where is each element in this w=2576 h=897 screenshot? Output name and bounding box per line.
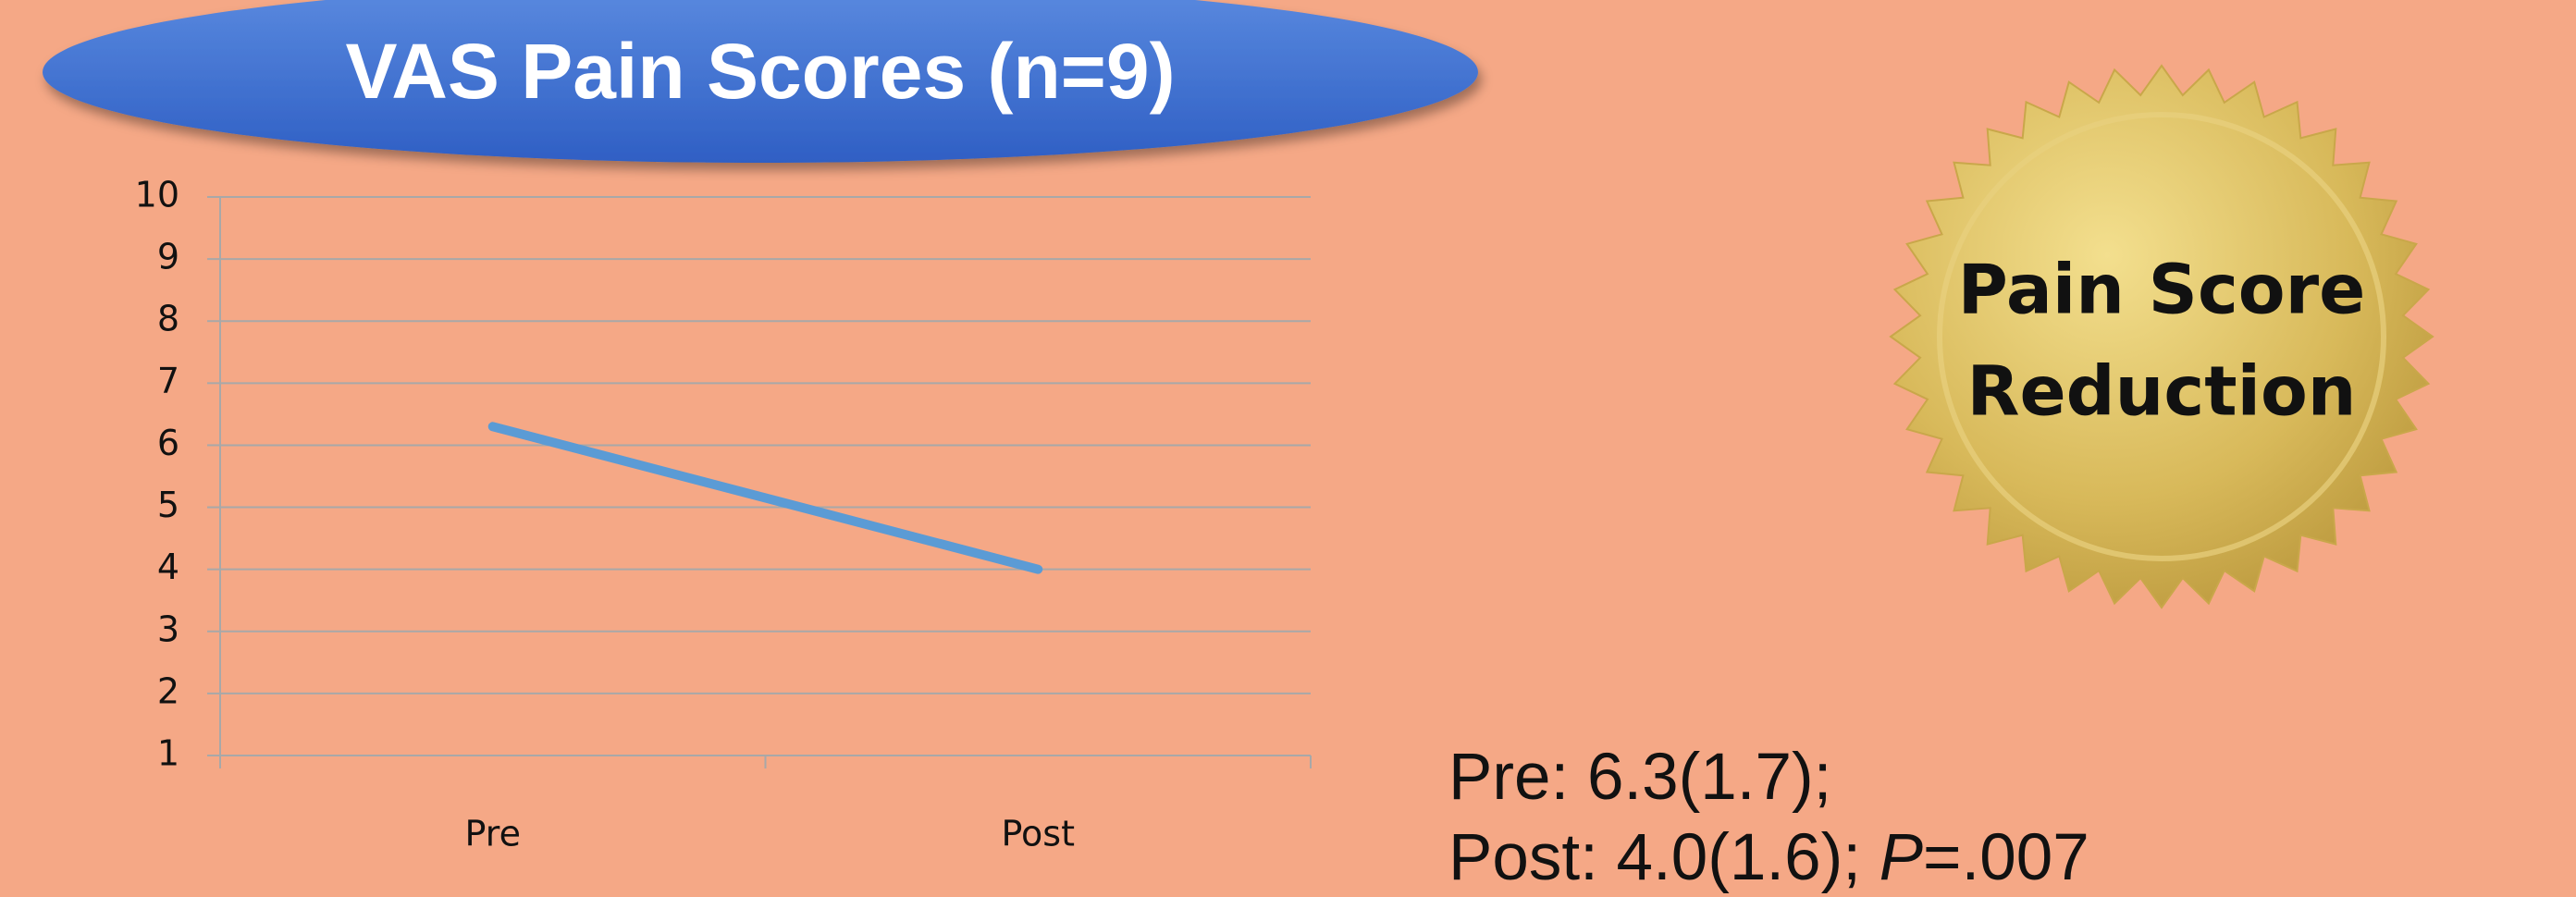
y-tick-label: 3 [157, 608, 179, 649]
y-tick-label: 7 [157, 361, 179, 401]
stats-line: Post: 4.0(1.6); P=.007 [1448, 821, 2089, 894]
x-tick-label: Post [1001, 814, 1075, 854]
y-tick-label: 4 [157, 547, 179, 587]
stats-text: =.007 [1923, 821, 2089, 894]
badge-text: Reduction [1967, 352, 2357, 432]
y-tick-label: 2 [157, 670, 179, 711]
stats-line: Pre: 6.3(1.7); [1448, 741, 1831, 814]
stats-text: P [1880, 821, 1923, 894]
y-tick-label: 10 [135, 175, 179, 215]
badge-text: Pain Score [1958, 251, 2366, 330]
y-tick-label: 6 [157, 423, 179, 463]
stats-text: Post: 4.0(1.6); [1448, 821, 1880, 894]
x-tick-label: Pre [465, 814, 521, 854]
page: VAS Pain Scores (n=9) Pain Score Reducti… [0, 0, 2576, 897]
y-tick-label: 5 [157, 485, 179, 525]
y-tick-label: 1 [157, 733, 179, 774]
y-tick-label: 9 [157, 237, 179, 277]
y-tick-label: 8 [157, 299, 179, 339]
chart-title: VAS Pain Scores (n=9) [345, 28, 1175, 115]
